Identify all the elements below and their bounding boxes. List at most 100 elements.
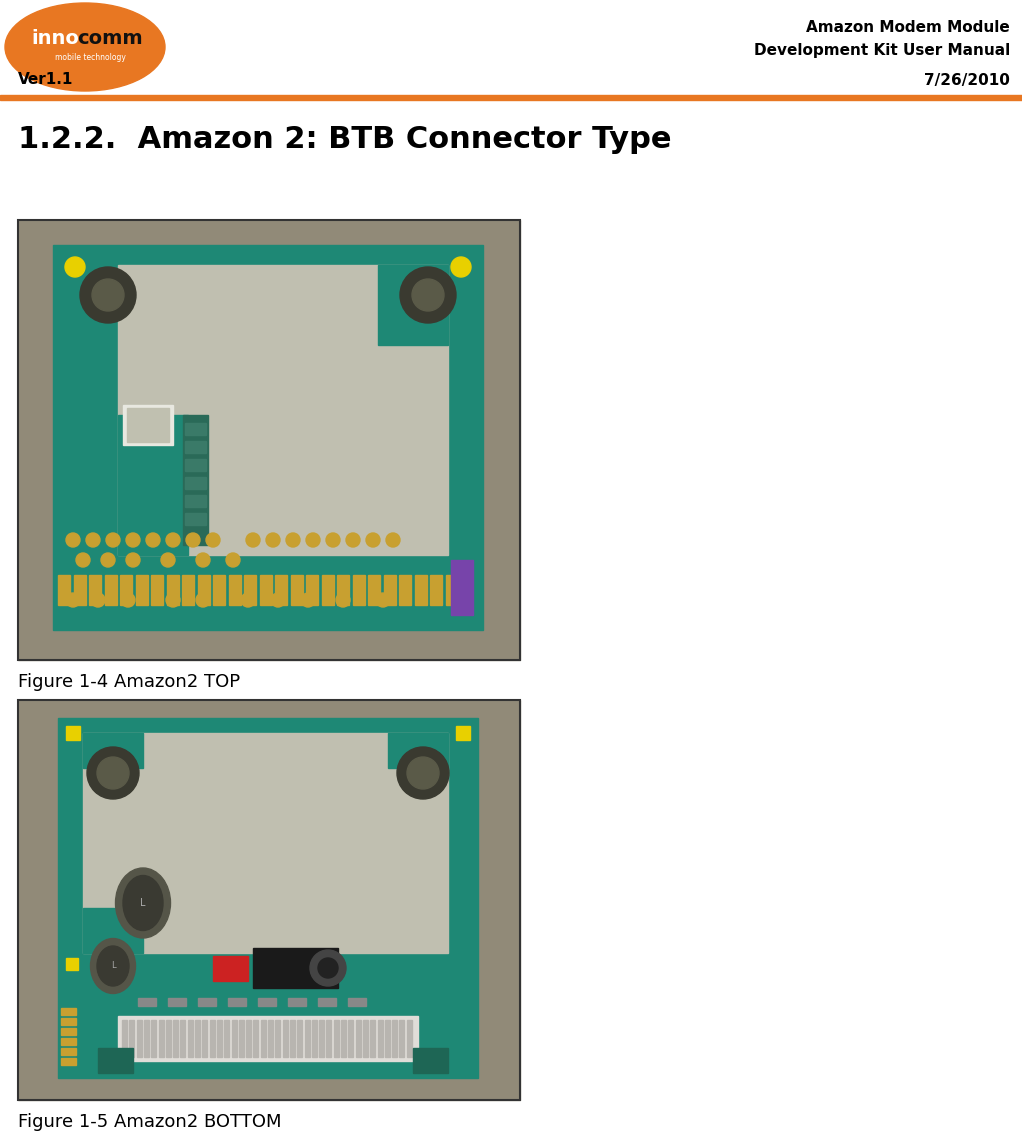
Bar	[228, 998, 246, 1006]
Ellipse shape	[5, 3, 165, 91]
Bar	[456, 726, 470, 740]
Bar	[151, 576, 162, 605]
Bar	[312, 1020, 317, 1057]
Bar	[334, 1020, 338, 1057]
Bar	[53, 246, 483, 630]
Circle shape	[407, 757, 439, 789]
Bar	[337, 576, 349, 605]
Circle shape	[326, 533, 340, 547]
Bar	[83, 733, 448, 954]
Circle shape	[266, 533, 280, 547]
Text: Figure 1-4 Amazon2 TOP: Figure 1-4 Amazon2 TOP	[18, 673, 240, 691]
Circle shape	[246, 533, 260, 547]
Bar	[268, 1020, 273, 1057]
Bar	[318, 998, 336, 1006]
Bar	[446, 576, 458, 605]
Bar	[195, 1020, 200, 1057]
Bar	[341, 1020, 346, 1057]
Bar	[388, 733, 448, 769]
Circle shape	[80, 267, 136, 323]
Bar	[400, 1020, 405, 1057]
Bar	[232, 1020, 236, 1057]
Bar	[217, 1020, 222, 1057]
Bar	[61, 1028, 76, 1035]
Bar	[378, 265, 448, 345]
Bar	[0, 95, 1022, 100]
Bar	[349, 998, 366, 1006]
Bar	[61, 1057, 76, 1065]
Text: Ver1.1: Ver1.1	[18, 72, 74, 88]
Circle shape	[97, 757, 129, 789]
Bar	[61, 1008, 76, 1015]
Bar	[290, 1020, 295, 1057]
Text: L: L	[110, 962, 115, 971]
Circle shape	[397, 747, 449, 799]
Bar	[185, 441, 206, 453]
Circle shape	[86, 533, 100, 547]
Bar	[202, 1020, 207, 1057]
Bar	[185, 423, 206, 435]
Bar	[413, 1048, 448, 1073]
Bar	[18, 700, 520, 1100]
Bar	[185, 494, 206, 507]
Bar	[120, 576, 132, 605]
Circle shape	[196, 593, 210, 608]
Circle shape	[66, 593, 80, 608]
Bar	[326, 1020, 331, 1057]
Text: Development Kit User Manual: Development Kit User Manual	[754, 42, 1010, 57]
Circle shape	[87, 747, 139, 799]
Circle shape	[336, 593, 350, 608]
Bar	[451, 560, 473, 616]
Bar	[370, 1020, 375, 1057]
Bar	[83, 908, 143, 954]
Bar	[89, 576, 101, 605]
Bar	[118, 1016, 418, 1061]
Bar	[188, 1020, 193, 1057]
Bar	[356, 1020, 361, 1057]
Circle shape	[196, 553, 210, 566]
Bar	[353, 576, 365, 605]
Bar	[261, 1020, 266, 1057]
Bar	[306, 576, 318, 605]
Circle shape	[186, 533, 200, 547]
Bar	[182, 576, 194, 605]
Circle shape	[206, 533, 220, 547]
Circle shape	[286, 533, 300, 547]
Circle shape	[121, 593, 135, 608]
Bar	[167, 576, 179, 605]
Bar	[168, 998, 186, 1006]
Circle shape	[318, 958, 338, 978]
Bar	[127, 408, 169, 442]
Bar	[118, 265, 448, 555]
Bar	[213, 576, 225, 605]
Bar	[399, 576, 411, 605]
Bar	[183, 415, 208, 545]
Bar	[122, 1020, 127, 1057]
Bar	[18, 220, 520, 660]
Bar	[383, 576, 396, 605]
Bar	[185, 513, 206, 525]
Bar	[58, 718, 478, 1078]
Ellipse shape	[123, 876, 162, 931]
Bar	[98, 1048, 133, 1073]
Bar	[185, 459, 206, 471]
Text: L: L	[140, 898, 146, 908]
Circle shape	[161, 553, 175, 566]
Circle shape	[166, 593, 180, 608]
Ellipse shape	[97, 946, 129, 986]
Bar	[66, 726, 80, 740]
Bar	[158, 1020, 164, 1057]
Bar	[297, 1020, 303, 1057]
Bar	[185, 477, 206, 489]
Bar	[305, 1020, 310, 1057]
Bar	[319, 1020, 324, 1057]
Bar	[18, 220, 520, 660]
Circle shape	[92, 279, 124, 311]
Bar	[210, 1020, 215, 1057]
Bar	[407, 1020, 412, 1057]
Bar	[58, 576, 69, 605]
Circle shape	[66, 533, 80, 547]
Bar	[61, 1048, 76, 1055]
Circle shape	[306, 533, 320, 547]
Bar	[244, 576, 256, 605]
